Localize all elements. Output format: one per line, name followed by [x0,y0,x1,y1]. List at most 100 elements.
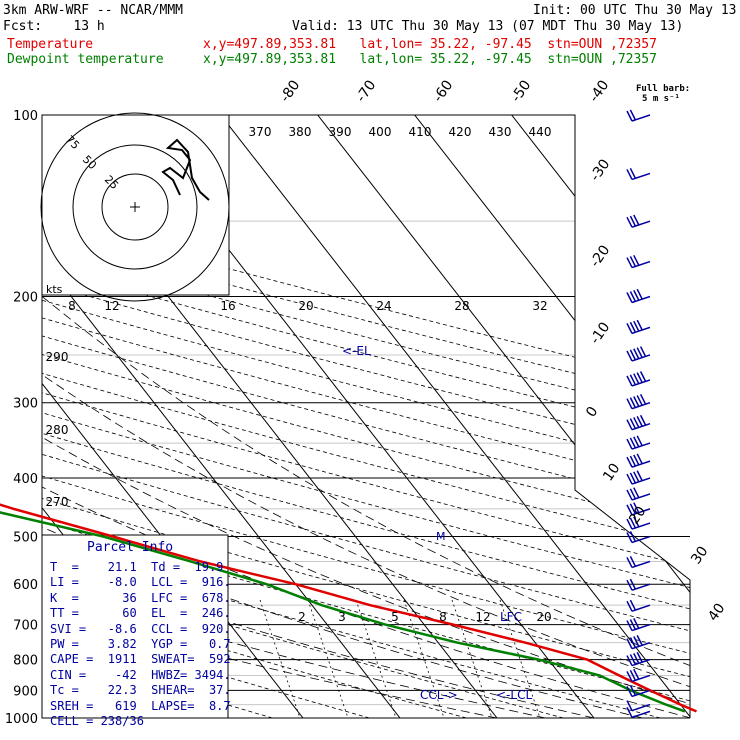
wind-barb-flag [626,419,633,431]
wind-barb-flag [626,438,633,450]
barb-unit: 5 m s⁻¹ [642,94,680,104]
mixing-ratio-label: 12 [104,299,119,313]
wind-barb-flag [636,635,643,646]
dewpoint-line [0,511,686,713]
wind-barb-flag [629,418,637,429]
wind-barb-flag [626,398,633,410]
wind-barb-flag [633,289,640,301]
mixing-ratio-line [451,599,493,718]
wind-barb-flag [629,531,637,542]
wind-barb-flag [633,502,640,514]
isotherm-label: 30 [688,544,711,568]
plot-frame-right [42,114,691,718]
mixing-ratio-line [307,599,349,718]
wind-barb-flag [626,532,633,543]
wind-barb-flag [626,557,633,568]
mixing-ratio-label: 3 [338,610,346,624]
wind-barb-flag [633,373,640,385]
pressure-tick-label: 900 [13,684,38,699]
mixing-ratio-label: 32 [532,299,547,313]
parcel-box [41,534,229,719]
wind-barb-flag [629,556,637,567]
parcel-info-row: TT = 60 EL = 246. [50,606,231,621]
parcel-info-row: SVI = -8.6 CCL = 920. [50,621,231,636]
dry-adiabat [42,115,690,718]
profile-lines [0,503,697,713]
mixing-ratio-label: 12 [475,610,490,624]
wind-barb-flag [636,453,643,465]
pressure-tick-label: 700 [13,619,38,634]
wind-barb-flag [639,414,647,426]
hodo-trace [161,138,210,201]
wind-barb-flag [626,489,633,501]
wind-barb-flag [633,487,640,499]
wind-barb-flag [639,346,647,357]
theta-label: 420 [449,125,472,139]
pressure-tick-label: 1000 [5,712,38,727]
wind-barb-flag [633,348,640,360]
dry-adiabat [42,115,690,718]
isotherm [317,115,690,718]
wind-barb-flag [629,291,637,302]
wind-barb-flag [626,110,633,122]
pressure-tick-label: 500 [13,530,38,545]
wind-barb-flag [626,620,633,631]
wind-barb-flag [629,256,637,267]
temperature-location: x,y=497.89,353.81 lat,lon= 35.22, -97.45… [203,37,657,52]
wind-barb-flag [636,470,643,482]
wind-barb-flag [633,255,640,266]
valid-time: Valid: 13 UTC Thu 30 May 13 (07 MDT Thu … [292,19,684,34]
wind-barb-flag [636,372,643,383]
parcel-info-row: T = 21.1 Td = 19.9 [50,560,224,574]
parcel-info-row: SREH = 619 LAPSE= 8.7 [50,698,231,713]
wind-barb-flag [633,320,640,332]
wind-barb-flag [629,670,637,681]
wind-barb-flag [626,707,633,718]
hodo-ring [101,173,169,241]
pressure-tick-label: 400 [13,472,38,487]
wind-barb-flag [629,503,637,515]
wind-barbs [626,109,651,719]
theta-label: 290 [46,350,69,364]
wind-barb-flag [626,504,633,516]
dry-adiabat [42,115,690,718]
mixing-ratio-label: 5 [391,610,399,624]
ccl-marker: CCL-> [420,688,458,702]
theta-label: 280 [46,423,69,437]
lcl-marker: <-LCL [496,688,532,702]
wind-barb-flag [633,471,640,483]
moist-adiabat [42,296,690,718]
moist-adiabat [42,296,690,718]
wind-barb-flag [629,654,637,665]
parcel-info-row: CIN = -42 HWBZ= 3494. [50,667,231,682]
isotherm-label: -80 [277,77,303,105]
wind-barb-flag [626,518,633,530]
model-title: 3km ARW-WRF -- NCAR/MMM [3,3,184,18]
isotherm-label: -30 [587,156,613,184]
wind-barb-flag [636,347,643,358]
pressure-tick-label: 800 [13,654,38,669]
wind-barb-flag [626,686,633,697]
hodo-ring [40,112,230,302]
wind-barb-flag [629,599,637,611]
wind-barb [631,703,651,712]
wind-barb-flag [636,435,643,447]
wind-barb-flag [629,517,637,529]
parcel-info-row: Tc = 22.3 SHEAR= 37. [50,683,231,698]
wind-barb-flag [629,637,637,648]
isotherm-label: 10 [600,461,623,485]
wind-barb-flag [629,321,637,333]
wind-barb-flag [626,323,633,334]
pressure-tick-label: 300 [13,397,38,412]
mixing-ratio-label: 2 [298,610,306,624]
wind-barb-flag [626,638,633,649]
hodo-ring [72,144,198,270]
isotherm [220,115,690,718]
theta-label: 400 [369,125,392,139]
melting-marker: M [436,530,446,543]
isotherm-label: 0 [583,404,601,420]
wind-barb-flag [626,292,633,303]
isotherm [608,115,690,718]
